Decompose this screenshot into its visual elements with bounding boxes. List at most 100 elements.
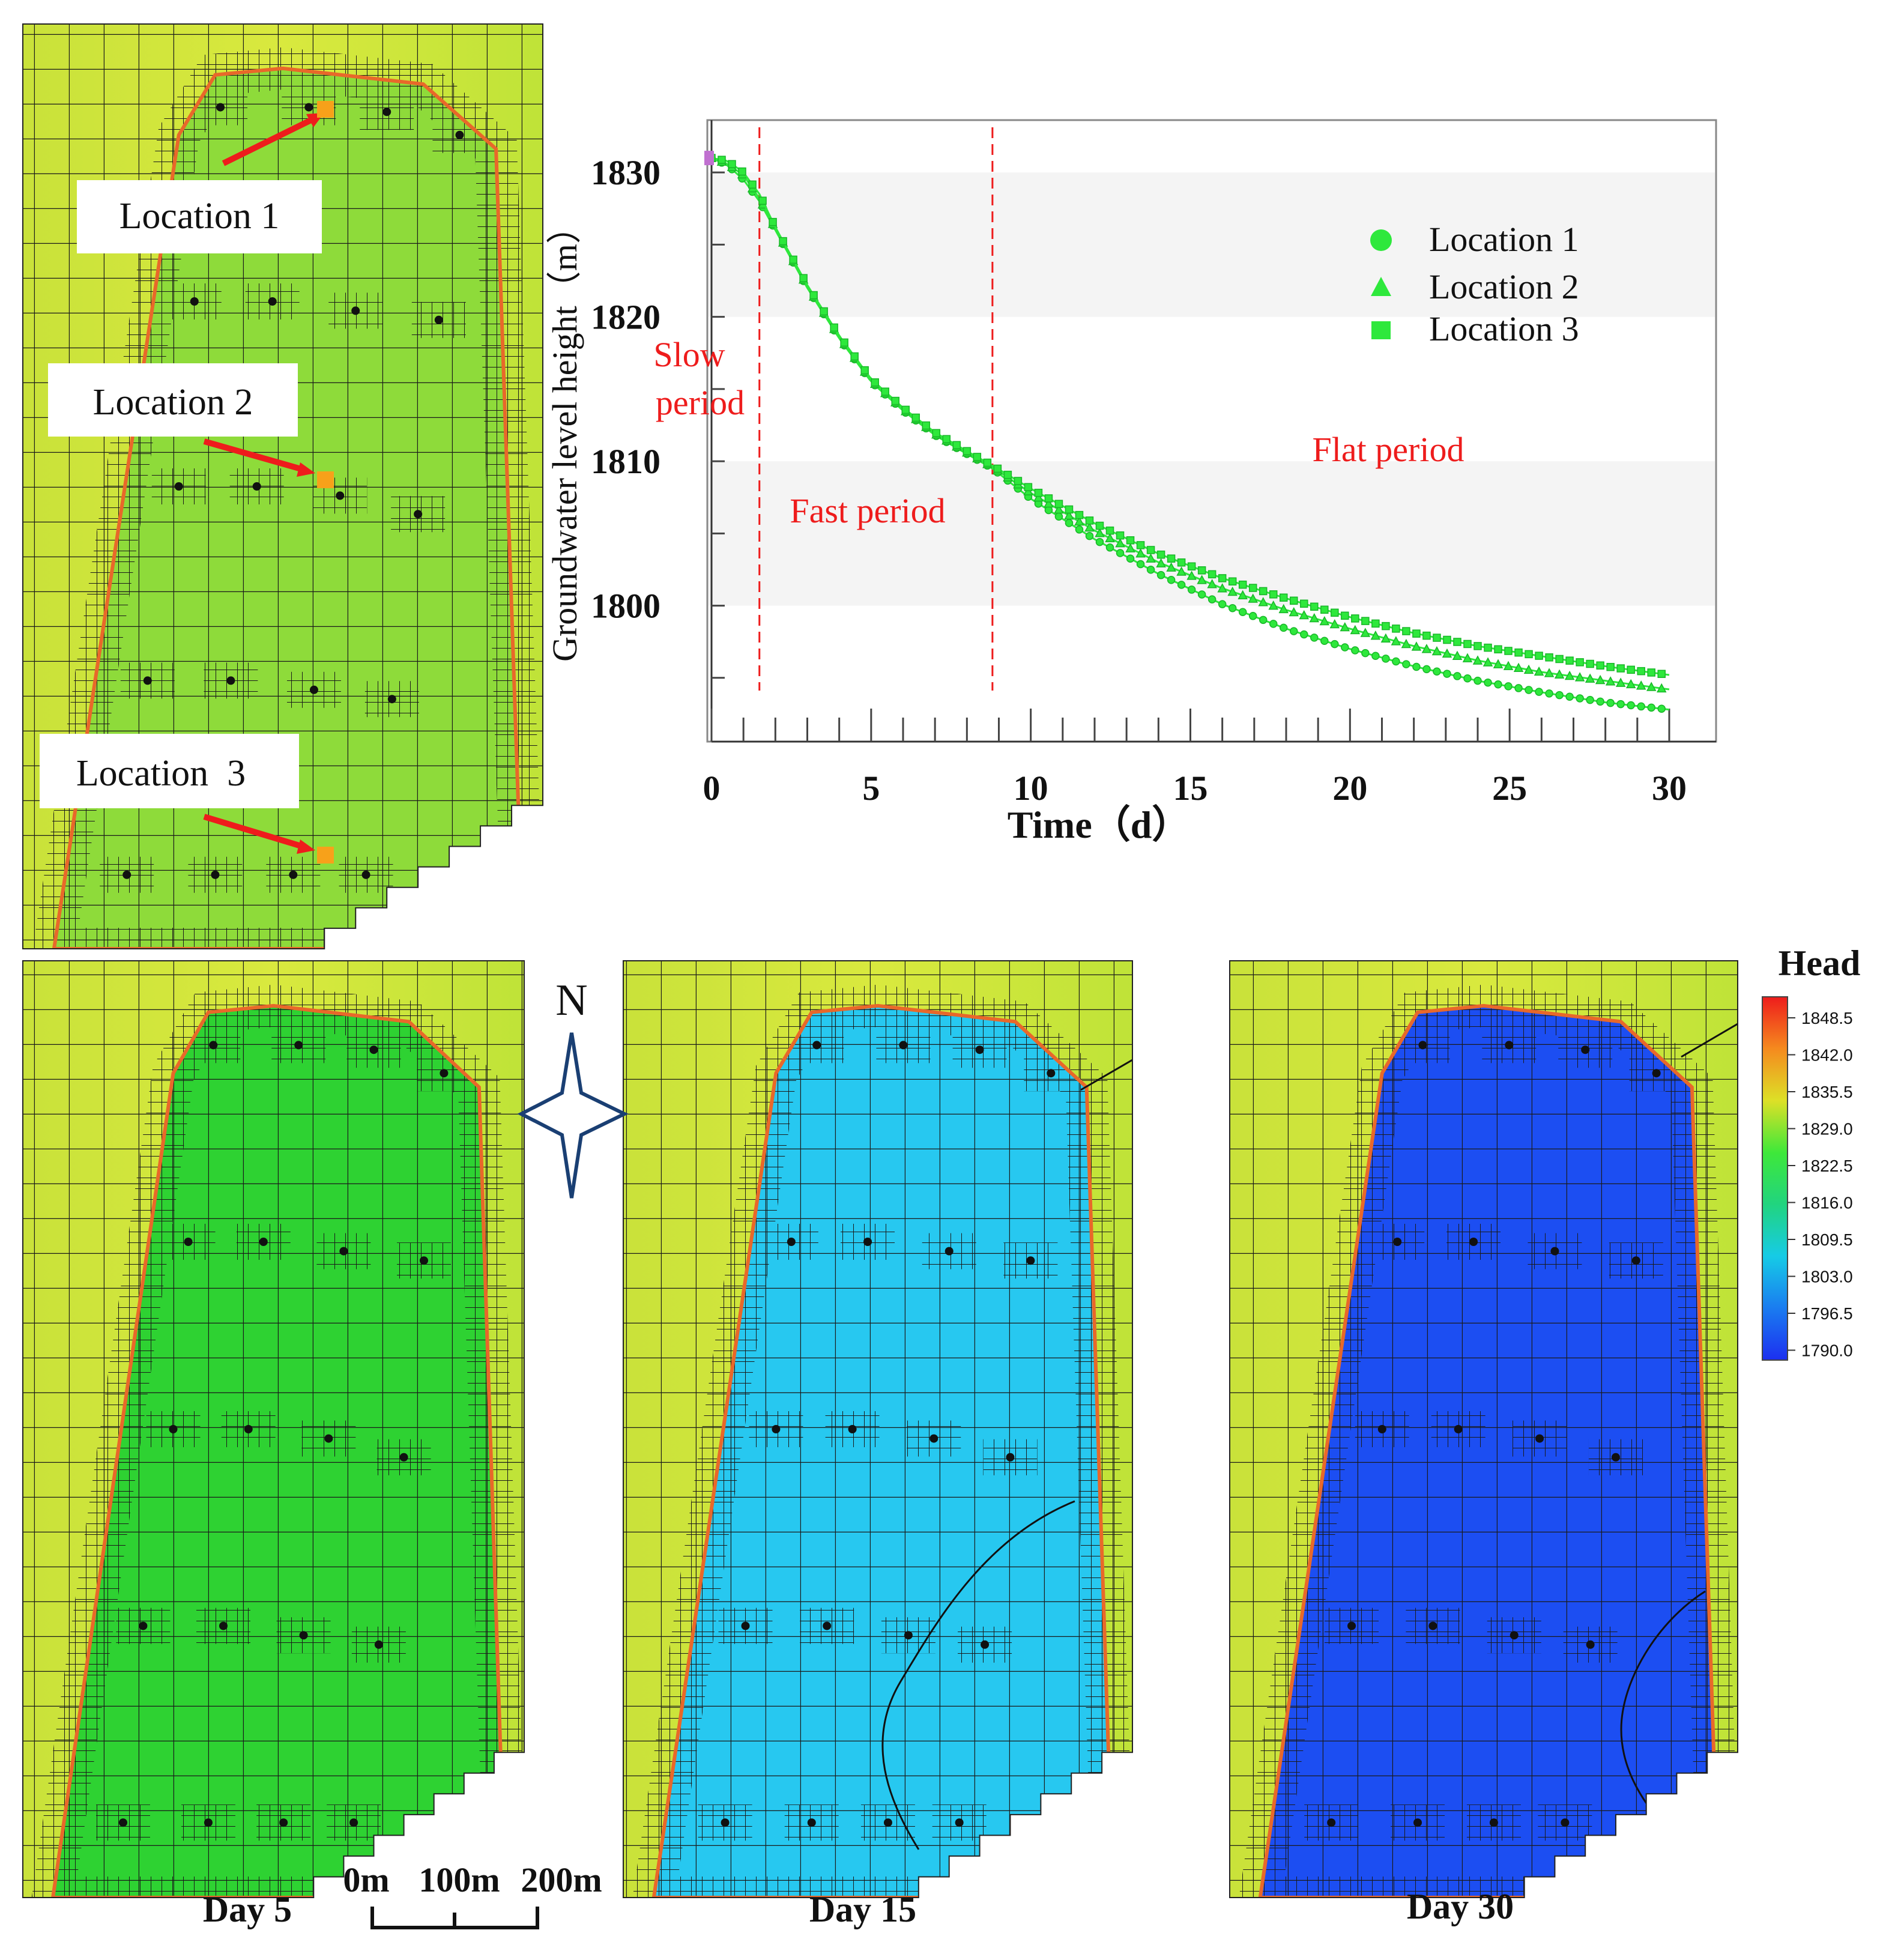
y-tick-label: 1830 — [591, 153, 660, 192]
data-point — [922, 421, 931, 430]
data-point — [1105, 543, 1114, 552]
data-point — [1545, 689, 1553, 698]
initial-head-map — [22, 23, 543, 949]
well-point — [721, 1818, 730, 1827]
data-point — [1054, 500, 1063, 508]
data-point — [1024, 483, 1033, 491]
data-point — [1248, 612, 1257, 620]
well-point — [361, 870, 370, 879]
data-point — [1341, 611, 1349, 620]
well-point — [420, 1256, 428, 1265]
location-label-1: Location 1 — [77, 180, 322, 253]
y-axis-label: Groundwater level height（m） — [545, 209, 584, 662]
well-point — [929, 1434, 938, 1443]
data-point — [1341, 643, 1349, 652]
data-point — [1484, 643, 1492, 652]
well-point — [823, 1621, 832, 1630]
data-point — [1095, 521, 1104, 530]
map-body — [623, 961, 1132, 1898]
well-point — [944, 1247, 954, 1256]
colorbar-title: Head — [1779, 943, 1861, 983]
chart-axes: 0 5 10 15 20 25 30 1800 1810 1820 1830 — [591, 120, 1716, 808]
data-point — [1269, 590, 1278, 599]
data-point — [942, 435, 951, 444]
data-point — [1422, 631, 1431, 640]
data-point — [871, 378, 879, 387]
scale-label-100: 100m — [419, 1860, 500, 1899]
data-point — [1075, 510, 1084, 519]
data-point — [1392, 657, 1400, 666]
data-point — [860, 366, 869, 375]
data-point — [1513, 662, 1524, 673]
data-point — [1300, 599, 1308, 608]
data-point — [881, 387, 889, 396]
well-point — [848, 1425, 857, 1433]
data-point — [1167, 576, 1176, 584]
data-point — [1351, 646, 1359, 655]
well-point — [169, 1425, 178, 1433]
data-point — [1535, 688, 1543, 696]
data-point — [1085, 516, 1094, 525]
legend-marker-triangle — [1371, 277, 1391, 296]
data-point — [1044, 506, 1053, 515]
scale-bar: 0m 100m 200m — [343, 1860, 602, 1929]
well-point — [382, 107, 391, 116]
well-point — [1611, 1453, 1620, 1462]
data-point — [1555, 655, 1564, 664]
well-point — [1535, 1434, 1544, 1443]
data-point — [1606, 662, 1615, 671]
well-point — [122, 870, 131, 879]
well-point — [414, 510, 423, 519]
x-axis-label: Time（d） — [1008, 803, 1191, 846]
well-point — [787, 1238, 796, 1246]
north-label: N — [555, 976, 587, 1025]
groundwater-chart: 0 5 10 15 20 25 30 1800 1810 1820 1830 Slow period… — [545, 119, 1717, 846]
data-point — [973, 453, 982, 461]
data-point — [1484, 678, 1492, 687]
data-point — [1453, 672, 1461, 680]
data-point — [1657, 670, 1666, 679]
data-point — [983, 458, 992, 467]
legend-label: Location 2 — [1429, 267, 1579, 306]
well-point — [434, 315, 443, 324]
arrowhead-location-2 — [297, 462, 315, 477]
location-2-text: Location 2 — [93, 382, 253, 423]
data-point — [1596, 661, 1604, 670]
data-point — [1299, 609, 1310, 620]
data-point — [1370, 631, 1381, 640]
data-point — [1595, 674, 1606, 685]
data-point — [1228, 577, 1237, 586]
x-tick-label: 5 — [862, 769, 880, 808]
data-point — [1136, 560, 1145, 569]
data-point — [718, 156, 726, 164]
well-point — [1505, 1041, 1514, 1050]
data-point — [1463, 640, 1472, 649]
well-point — [1006, 1453, 1015, 1462]
data-point — [1544, 668, 1555, 677]
data-point — [1360, 628, 1371, 637]
data-point — [1625, 679, 1636, 689]
data-point — [1156, 570, 1165, 579]
data-point — [1166, 562, 1176, 572]
data-point — [1382, 622, 1390, 631]
data-point — [1125, 543, 1135, 552]
well-point — [904, 1631, 913, 1640]
data-point — [1278, 603, 1289, 614]
y-tick-label: 1820 — [591, 298, 660, 337]
head-colorbar: Head 1848.5 1842.0 1835.5 1829.0 1822.5 1816.… — [1762, 943, 1861, 1361]
colorbar-tick-label: 1835.5 — [1801, 1083, 1853, 1101]
data-point — [1412, 662, 1421, 671]
marker-location-3 — [317, 847, 334, 864]
well-point — [1489, 1818, 1498, 1827]
well-point — [863, 1238, 872, 1246]
data-point — [1065, 505, 1074, 514]
data-point — [758, 196, 767, 205]
data-point — [850, 352, 859, 361]
data-point — [1095, 528, 1105, 537]
data-point — [1105, 533, 1115, 542]
well-point — [1631, 1256, 1640, 1265]
well-point — [279, 1818, 288, 1827]
well-point — [219, 1621, 228, 1630]
well-point — [339, 1247, 348, 1256]
data-point — [1289, 606, 1299, 617]
